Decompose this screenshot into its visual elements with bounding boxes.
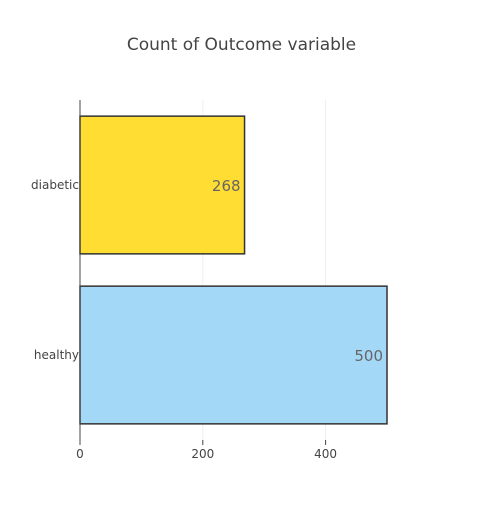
data-label-diabetic: 268	[212, 177, 241, 195]
x-tick-label: 400	[314, 447, 337, 461]
y-tick-label-healthy: healthy	[34, 348, 79, 362]
chart-title: Count of Outcome variable	[127, 35, 356, 55]
data-label-healthy: 500	[354, 347, 383, 365]
y-tick-label-diabetic: diabetic	[31, 178, 79, 192]
bar-healthy	[79, 285, 388, 425]
x-tick-label: 200	[191, 447, 214, 461]
x-tick-label: 0	[76, 447, 84, 461]
axis-layer: 0 200 400 diabetic healthy	[31, 100, 337, 461]
